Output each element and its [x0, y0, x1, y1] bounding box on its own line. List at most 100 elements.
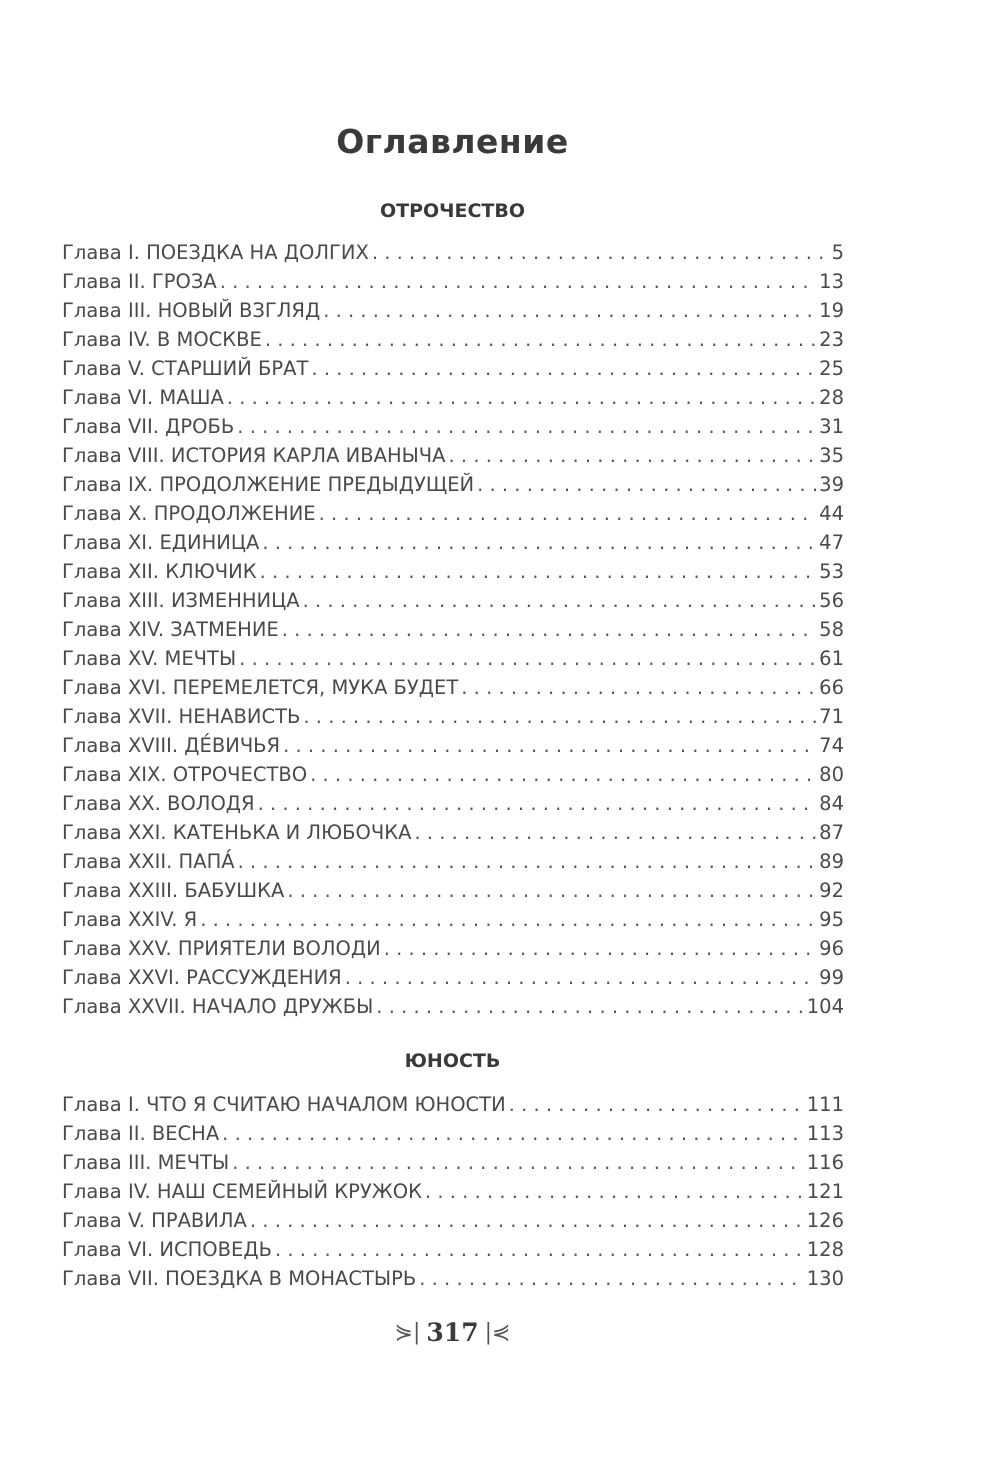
toc-entry: Глава VII. ДРОБЬ 31: [62, 412, 844, 441]
dot-leader: [414, 818, 816, 847]
chapter-title: Глава X. ПРОДОЛЖЕНИЕ: [62, 502, 316, 525]
toc-entry: Глава XXII. ПАПА́ 89: [62, 847, 844, 876]
chapter-title: Глава XVI. ПЕРЕМЕЛЕТСЯ, МУКА БУДЕТ: [62, 676, 459, 699]
page-ref: 56: [819, 589, 844, 612]
dot-leader: [303, 702, 816, 731]
toc-entry: Глава I. ПОЕЗДКА НА ДОЛГИХ 5: [62, 238, 844, 267]
page-ref: 130: [806, 1267, 844, 1290]
chapter-title: Глава XXVII. НАЧАЛО ДРУЖБЫ: [62, 995, 374, 1018]
toc-entry: Глава XIX. ОТРОЧЕСТВО 80: [62, 760, 844, 789]
dot-leader: [311, 354, 816, 383]
page-ref: 61: [819, 647, 844, 670]
toc-entry: Глава X. ПРОДОЛЖЕНИЕ 44: [62, 499, 844, 528]
page-ref: 89: [819, 850, 844, 873]
dot-leader: [287, 876, 816, 905]
chapter-title: Глава XXVI. РАССУЖДЕНИЯ: [62, 966, 342, 989]
chapter-title: Глава XXIII. БАБУШКА: [62, 879, 285, 902]
toc-entry: Глава VI. МАША 28: [62, 383, 844, 412]
chapter-title: Глава II. ГРОЗА: [62, 270, 217, 293]
chapter-title: Глава XV. МЕЧТЫ: [62, 647, 237, 670]
toc-entry: Глава II. ГРОЗА 13: [62, 267, 844, 296]
page-ref: 96: [819, 937, 844, 960]
page-ref: 121: [806, 1180, 844, 1203]
chapter-title: Глава III. НОВЫЙ ВЗГЛЯД: [62, 299, 321, 322]
chapter-title: Глава IX. ПРОДОЛЖЕНИЕ ПРЕДЫДУЩЕЙ: [62, 473, 475, 496]
toc-entry: Глава IX. ПРОДОЛЖЕНИЕ ПРЕДЫДУЩЕЙ 39: [62, 470, 844, 499]
page-ref: 23: [819, 328, 844, 351]
dot-leader: [275, 1235, 804, 1264]
chapter-title: Глава XVIII. ДЕ́ВИЧЬЯ: [62, 734, 281, 757]
chapter-title: Глава VII. ПОЕЗДКА В МОНАСТЫРЬ: [62, 1267, 417, 1290]
dot-leader: [227, 383, 816, 412]
dot-leader: [200, 905, 816, 934]
chapter-title: Глава XXII. ПАПА́: [62, 850, 235, 873]
section-heading-yunost: ЮНОСТЬ: [404, 1050, 501, 1072]
dot-leader: [239, 644, 816, 673]
chapter-title: Глава XI. ЕДИНИЦА: [62, 531, 260, 554]
chapter-title: Глава V. ПРАВИЛА: [62, 1209, 247, 1232]
page-ref: 84: [819, 792, 844, 815]
section-heading-otrochestvo: ОТРОЧЕСТВО: [379, 200, 526, 222]
chapter-title: Глава VIII. ИСТОРИЯ КАРЛА ИВАНЫЧА: [62, 444, 446, 467]
page-ref: 92: [819, 879, 844, 902]
page-ref: 47: [819, 531, 844, 554]
dot-leader: [384, 934, 816, 963]
page-ref: 87: [819, 821, 844, 844]
chapter-title: Глава XIX. ОТРОЧЕСТВО: [62, 763, 308, 786]
dot-leader: [237, 412, 816, 441]
dot-leader: [419, 1264, 804, 1293]
dot-leader: [310, 760, 816, 789]
toc-entry: Глава XXVII. НАЧАЛО ДРУЖБЫ 104: [62, 992, 844, 1021]
dot-leader: [238, 847, 817, 876]
toc-entry: Глава XIV. ЗАТМЕНИЕ 58: [62, 615, 844, 644]
toc-entry: Глава XX. ВОЛОДЯ 84: [62, 789, 844, 818]
dot-leader: [376, 992, 803, 1021]
dot-leader: [262, 528, 816, 557]
dot-leader: [258, 789, 817, 818]
toc-entry: Глава I. ЧТО Я СЧИТАЮ НАЧАЛОМ ЮНОСТИ 111: [62, 1090, 844, 1119]
dot-leader: [232, 1148, 804, 1177]
page-ref: 58: [819, 618, 844, 641]
chapter-title: Глава XIV. ЗАТМЕНИЕ: [62, 618, 279, 641]
chapter-title: Глава I. ЧТО Я СЧИТАЮ НАЧАЛОМ ЮНОСТИ: [62, 1093, 506, 1116]
page-ref: 74: [819, 734, 844, 757]
page-ref: 111: [806, 1093, 844, 1116]
page-ref: 28: [819, 386, 844, 409]
chapter-title: Глава XX. ВОЛОДЯ: [62, 792, 255, 815]
page-ref: 95: [819, 908, 844, 931]
ornament-left-icon: ⋟|: [394, 1320, 421, 1345]
toc-entry: Глава V. ПРАВИЛА 126: [62, 1206, 844, 1235]
chapter-title: Глава XVII. НЕНАВИСТЬ: [62, 705, 301, 728]
page-number: 317: [426, 1318, 479, 1347]
toc-entry: Глава XXIII. БАБУШКА 92: [62, 876, 844, 905]
toc-entry: Глава VIII. ИСТОРИЯ КАРЛА ИВАНЫЧА 35: [62, 441, 844, 470]
page-ref: 116: [806, 1151, 844, 1174]
page-ref: 66: [819, 676, 844, 699]
page-ref: 126: [806, 1209, 844, 1232]
dot-leader: [323, 296, 816, 325]
dot-leader: [222, 1119, 804, 1148]
dot-leader: [250, 1206, 804, 1235]
toc-entry: Глава IV. В МОСКВЕ 23: [62, 325, 844, 354]
toc-entry: Глава V. СТАРШИЙ БРАТ 25: [62, 354, 844, 383]
toc-entry: Глава XXI. КАТЕНЬКА И ЛЮБОЧКА 87: [62, 818, 844, 847]
toc-list-otrochestvo: Глава I. ПОЕЗДКА НА ДОЛГИХ 5 Глава II. ГРО…: [62, 238, 844, 1021]
toc-entry: Глава VI. ИСПОВЕДЬ 128: [62, 1235, 844, 1264]
ornament-right-icon: |⋞: [484, 1320, 511, 1345]
toc-entry: Глава XXVI. РАССУЖДЕНИЯ 99: [62, 963, 844, 992]
page-ref: 80: [819, 763, 844, 786]
page-ref: 104: [806, 995, 844, 1018]
dot-leader: [260, 557, 817, 586]
page-ref: 31: [819, 415, 844, 438]
dot-leader: [461, 673, 816, 702]
page-ref: 13: [819, 270, 844, 293]
dot-leader: [220, 267, 816, 296]
toc-entry: Глава XXIV. Я 95: [62, 905, 844, 934]
toc-entry: Глава III. МЕЧТЫ 116: [62, 1148, 844, 1177]
dot-leader: [372, 238, 829, 267]
page-ref: 35: [819, 444, 844, 467]
chapter-title: Глава II. ВЕСНА: [62, 1122, 220, 1145]
toc-list-yunost: Глава I. ЧТО Я СЧИТАЮ НАЧАЛОМ ЮНОСТИ111Г…: [62, 1090, 844, 1293]
chapter-title: Глава VI. МАША: [62, 386, 224, 409]
dot-leader: [477, 470, 816, 499]
